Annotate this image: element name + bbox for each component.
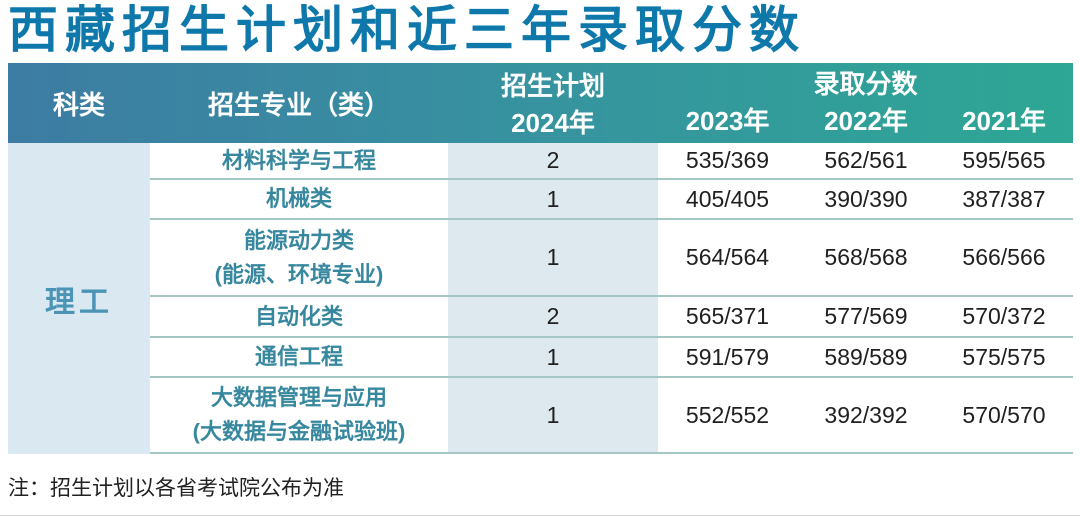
footnote: 注：招生计划以各省考试院公布为准: [8, 477, 344, 500]
header-score-group: 录取分数 2023年 2022年 2021年: [658, 63, 1073, 143]
major-cell: 能源动力类 (能源、环境专业): [150, 220, 448, 295]
score-cell-2022: 577/569: [824, 303, 908, 329]
score-cell-2021: 566/566: [962, 244, 1046, 270]
major-name: 材料科学与工程: [221, 147, 376, 173]
score-cell-2023: 535/369: [685, 147, 770, 173]
major-name: 通信工程: [254, 344, 343, 369]
score-cell-2021: 387/387: [962, 185, 1046, 212]
score-cell-2022: 390/390: [824, 185, 908, 212]
score-cell-2023: 405/405: [685, 185, 770, 212]
major-subname: (大数据与金融试验班): [192, 419, 406, 444]
major-cell: 大数据管理与应用 (大数据与金融试验班): [150, 378, 448, 452]
score-cell-2021: 570/570: [962, 401, 1046, 428]
table-body: 理工 材料科学与工程 2 535/369 562/561 595/565 机械类…: [8, 143, 1073, 454]
score-cell-2021: 570/372: [962, 303, 1046, 329]
table-row: 通信工程 1 591/579 589/589 575/575: [150, 338, 1073, 378]
score-cell-2023: 552/552: [685, 401, 770, 428]
table-row: 自动化类 2 565/371 577/569 570/372: [150, 297, 1073, 338]
score-cell-2021: 595/565: [962, 147, 1046, 173]
header-plan-year: 2024年: [511, 107, 595, 138]
table-rows: 材料科学与工程 2 535/369 562/561 595/565 机械类 1 …: [150, 143, 1073, 454]
header-year-2022: 2022年: [824, 106, 908, 136]
header-year-2023: 2023年: [685, 106, 770, 136]
major-name: 能源动力类: [243, 227, 354, 253]
score-cell-2023: 565/371: [685, 303, 770, 329]
plan-cell: 2: [448, 297, 658, 336]
header-plan-label: 招生计划: [500, 70, 605, 101]
score-cell-2022: 562/561: [824, 147, 908, 173]
category-cell: 理工: [8, 143, 150, 454]
major-cell: 材料科学与工程: [150, 143, 448, 178]
major-name: 机械类: [265, 186, 332, 211]
major-cell: 机械类: [150, 180, 448, 218]
table-row: 能源动力类 (能源、环境专业) 1 564/564 568/568 566/56…: [150, 220, 1073, 297]
header-score-years: 2023年 2022年 2021年: [658, 103, 1073, 140]
header-score-label: 录取分数: [813, 69, 918, 99]
table-row: 机械类 1 405/405 390/390 387/387: [150, 180, 1073, 220]
score-cell-2021: 575/575: [962, 343, 1046, 370]
major-name: 自动化类: [254, 303, 343, 329]
major-subname: (能源、环境专业): [214, 261, 384, 287]
plan-cell: 1: [448, 180, 658, 218]
bottom-divider: [0, 515, 1080, 516]
score-cell-2022: 589/589: [824, 343, 908, 370]
plan-cell: 1: [448, 378, 658, 452]
major-cell: 自动化类: [150, 297, 448, 336]
score-cell-2023: 591/579: [685, 343, 770, 370]
table-header: 科类 招生专业（类） 招生计划 2024年 录取分数 2023年 2022年 2…: [8, 63, 1073, 143]
score-cell-2022: 568/568: [824, 244, 908, 270]
plan-cell: 1: [448, 220, 658, 295]
header-major: 招生专业（类）: [207, 89, 390, 120]
admissions-table: 科类 招生专业（类） 招生计划 2024年 录取分数 2023年 2022年 2…: [8, 63, 1073, 455]
page-title: 西藏招生计划和近三年录取分数: [8, 2, 806, 58]
plan-cell: 2: [448, 143, 658, 178]
header-category: 科类: [52, 89, 105, 120]
major-name: 大数据管理与应用: [210, 385, 387, 410]
plan-cell: 1: [448, 338, 658, 376]
table-row: 大数据管理与应用 (大数据与金融试验班) 1 552/552 392/392 5…: [150, 378, 1073, 454]
score-cell-2022: 392/392: [824, 401, 908, 428]
table-row: 材料科学与工程 2 535/369 562/561 595/565: [150, 143, 1073, 180]
header-year-2021: 2021年: [962, 106, 1046, 136]
major-cell: 通信工程: [150, 338, 448, 376]
score-cell-2023: 564/564: [685, 244, 770, 270]
header-plan-group: 招生计划 2024年: [448, 63, 658, 143]
